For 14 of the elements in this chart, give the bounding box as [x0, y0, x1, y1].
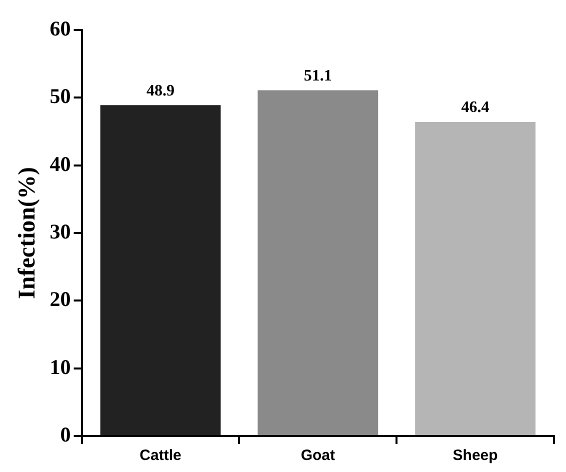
y-tick-label: 60: [50, 16, 71, 40]
y-tick-label: 30: [50, 219, 71, 244]
y-axis-title: Infection(%): [14, 167, 41, 299]
data-label: 46.4: [461, 99, 490, 116]
y-tick-label: 40: [50, 152, 71, 176]
y-tick-label: 10: [50, 354, 71, 379]
data-label: 51.1: [304, 67, 332, 84]
y-tick-label: 50: [50, 84, 71, 108]
data-label: 48.9: [146, 82, 174, 100]
x-tick-label: Sheep: [452, 447, 498, 464]
x-tick-label: Goat: [300, 447, 335, 464]
y-tick-label: 0: [60, 422, 71, 446]
x-tick-label: Cattle: [140, 447, 182, 464]
y-tick-label: 20: [50, 287, 71, 312]
